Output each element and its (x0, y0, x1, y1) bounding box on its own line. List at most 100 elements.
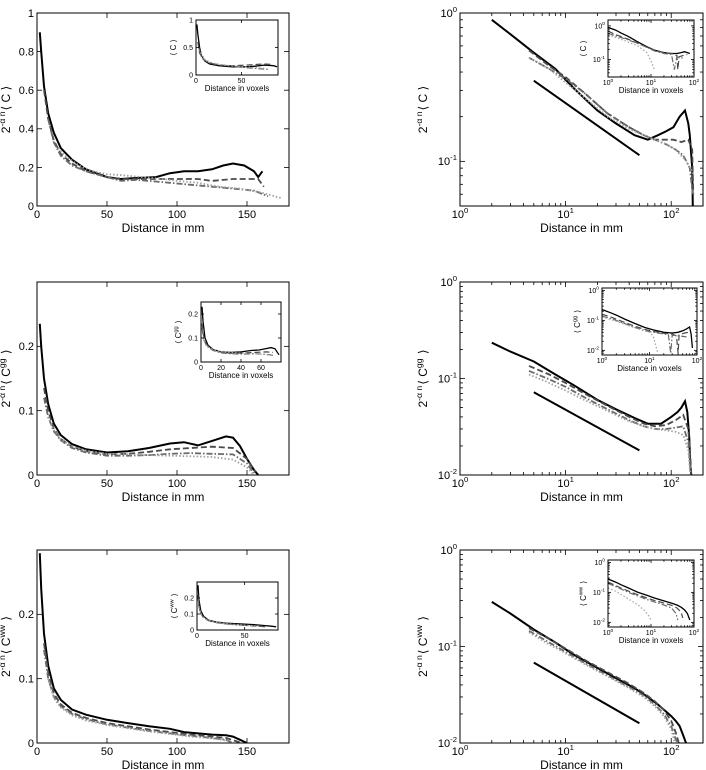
row3-log-ytick-label: 10-2 (438, 735, 457, 750)
row1-linear-series-dashed (43, 90, 265, 188)
row3-linear-inset: 0 50 0 0.1 0.2 Distance in voxels ⟨ Cww ⟩ (170, 581, 279, 648)
row2-linear-inset-xtick-label: 40 (237, 365, 245, 372)
row1-linear-ytick-label: 0.4 (19, 124, 34, 136)
row3-log-inset-series-solid (608, 578, 691, 621)
row2-linear-axes-frame (36, 281, 290, 476)
row3-log-ytick-label: 10-1 (438, 638, 457, 653)
row2-linear-series-group (38, 323, 259, 475)
row2-log-inset: 100 101 102 10-2 10-1 100 Distance in voxels ⟨ … (573, 286, 703, 373)
row3-linear-inset-xtick-label: 50 (241, 633, 249, 640)
row3-log-inset-series-dashed (608, 581, 684, 619)
row1-linear-ytick-label: 1 (28, 8, 34, 20)
row3-log-inset-x-axis-label: Distance in voxels (619, 636, 683, 645)
chart-row3-linear: 0 50 100 150 0 0.1 0.2 Distance in mm 2-α n ⟨ Cw… (0, 549, 290, 770)
row2-log-xtick-label: 100 (452, 475, 469, 490)
row1-linear-axes-frame (36, 12, 290, 207)
row3-linear-inset-series-solid (197, 585, 277, 628)
row2-linear-inset-series-group (201, 306, 280, 356)
row3-log-series-solid (491, 601, 687, 743)
row1-linear-xtick-label: 100 (168, 209, 186, 221)
row2-linear-inset-x-axis-label: Distance in voxels (209, 371, 273, 380)
row2-linear-inset-ytick-label: 0.1 (188, 335, 198, 342)
row1-log-series-solid (491, 19, 694, 206)
row2-linear-y-axis-label: 2-α n ⟨ Cgg ⟩ (0, 349, 13, 407)
row2-log-inset-series-dashed (602, 313, 689, 354)
row3-linear-ytick-label: 0 (28, 738, 34, 750)
row2-log-inset-x-axis-label: Distance in voxels (617, 364, 681, 373)
row1-log-inset-y-axis-label: ⟨ C ⟩ (579, 40, 588, 56)
row2-linear-inset-ytick-label: 0.2 (188, 311, 198, 318)
row3-log-inset-xtick-label: 102 (689, 628, 700, 637)
row1-linear-ytick-label: 0.2 (19, 162, 34, 174)
row1-log-inset-series-dashdot (608, 32, 683, 70)
row2-linear-ytick-label: 0 (28, 470, 34, 482)
row2-linear-inset: 0 20 40 60 0 0.1 0.2 Distance in voxels ⟨ Cgg ⟩ (174, 301, 282, 380)
row1-linear-inset-xtick-label: 0 (194, 78, 198, 85)
row3-log-series-dotted (528, 631, 676, 743)
row1-linear-inset: 0 50 0 0.5 1 Distance in voxels ⟨ C ⟩ (169, 17, 279, 93)
row3-linear-series-dotted (47, 678, 234, 743)
row1-log-xtick-label: 102 (663, 206, 680, 221)
row1-linear-inset-xtick-label: 50 (238, 78, 246, 85)
chart-row1-log: 100 101 102 10-1 100 Distance in mm 2-α n ⟨ C … (414, 5, 704, 235)
row3-linear-series-dashdot (43, 649, 234, 743)
row1-log-xtick-label: 100 (452, 206, 469, 221)
row3-log-ytick-label: 100 (440, 542, 457, 557)
row1-linear-inset-ytick-label: 1 (189, 17, 193, 24)
row1-log-series-group (491, 19, 695, 206)
row3-log-series-group (491, 601, 687, 743)
row2-log-series-dashed (528, 365, 693, 475)
row2-log-inset-xtick-label: 102 (692, 356, 703, 365)
row3-log-inset-series-dotted (608, 587, 652, 621)
row3-linear-inset-background (197, 582, 278, 630)
row2-log-inset-xtick-label: 101 (644, 356, 655, 365)
row3-linear-inset-ytick-label: 0.2 (184, 595, 194, 602)
row3-log-inset-xtick-label: 101 (646, 628, 657, 637)
row1-log-series-dashdot (528, 56, 694, 195)
row3-log-inset-ytick-label: 100 (594, 558, 605, 567)
row3-log-inset-ytick-label: 10-2 (593, 618, 605, 627)
row3-linear-xtick-label: 0 (34, 746, 40, 758)
row3-linear-axes-frame (36, 549, 290, 744)
chart-row3-log: 100 101 102 10-2 10-1 100 Distance in mm 2-α n … (414, 542, 704, 770)
row2-linear-ytick-label: 0.1 (19, 406, 34, 418)
row2-linear-inset-series-dashed (201, 323, 274, 355)
row3-log-inset: 100 101 102 10-2 10-1 100 Distance in voxels ⟨ … (579, 558, 700, 645)
row3-log-reference-slope-line (533, 661, 640, 725)
row1-linear-ytick-label: 0.8 (19, 46, 34, 58)
row2-linear-inset-xtick-label: 60 (257, 365, 265, 372)
row3-log-x-axis-label: Distance in mm (540, 758, 623, 770)
row3-log-inset-series-group (608, 578, 691, 621)
row1-log-axes-frame (459, 12, 704, 207)
row2-linear-inset-series-solid (201, 306, 280, 356)
row2-linear-series-dashed (43, 387, 257, 473)
row2-log-inset-y-axis-label: ⟨ Cgg ⟩ (573, 310, 582, 334)
row2-linear-xtick-label: 50 (101, 478, 113, 490)
row1-log-inset-series-dotted (608, 34, 655, 70)
row1-log-ytick-label: 100 (440, 5, 457, 20)
row2-log-xtick-label: 101 (557, 475, 574, 490)
row1-log-inset-series-dashed (608, 30, 688, 70)
row3-log-series-dashed (528, 627, 680, 743)
row1-log-inset-xtick-label: 102 (689, 78, 700, 87)
row1-log-inset: 100 101 102 10-1 100 Distance in voxels ⟨ C ⟩ (579, 19, 700, 95)
row2-log-inset-series-dashdot (602, 315, 687, 354)
chart-row2-linear: 0 50 100 150 0 0.1 0.2 Distance in mm 2-α n ⟨ Cg… (0, 281, 290, 504)
row1-linear-inset-series-solid (196, 24, 278, 68)
row3-log-inset-xtick-label: 100 (603, 628, 614, 637)
row2-linear-series-solid (38, 323, 259, 475)
row1-linear-ytick-label: 0 (28, 201, 34, 213)
row3-log-inset-background (608, 560, 694, 627)
row1-log-inset-xtick-label: 101 (646, 78, 657, 87)
row3-linear-xtick-label: 100 (168, 746, 186, 758)
row1-linear-xtick-label: 150 (238, 209, 256, 221)
row3-linear-x-axis-label: Distance in mm (122, 758, 205, 770)
row2-log-inset-ytick-label: 10-2 (587, 346, 599, 355)
row2-linear-x-axis-label: Distance in mm (122, 490, 205, 504)
row1-linear-xtick-label: 0 (34, 209, 40, 221)
row1-linear-inset-ytick-label: 0.5 (183, 45, 193, 52)
row1-log-reference-slope-line (533, 79, 640, 157)
row3-linear-inset-series-group (197, 585, 277, 628)
